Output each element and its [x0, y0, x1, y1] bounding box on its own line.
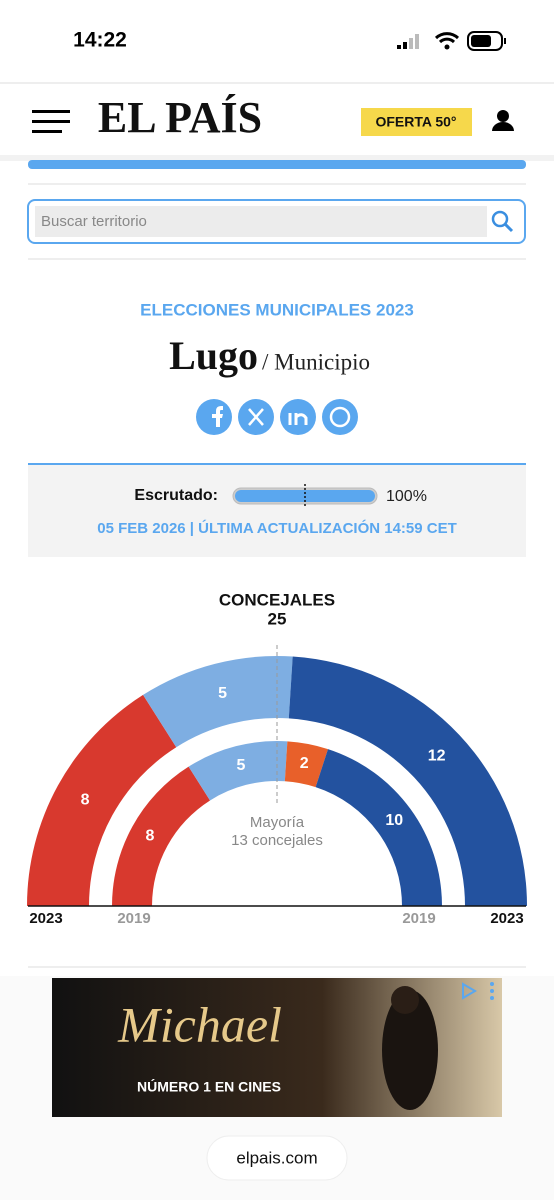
year-label: 2019	[402, 910, 435, 927]
seat-segment	[288, 656, 527, 906]
seat-segment	[188, 741, 288, 801]
seat-label: 8	[145, 827, 154, 844]
ad-choices[interactable]	[462, 982, 494, 1000]
logo[interactable]: EL PAÍS	[98, 93, 262, 142]
menu-button[interactable]	[32, 110, 70, 133]
year-label: 2023	[490, 910, 523, 927]
chart-total: 25	[268, 609, 287, 628]
scrutiny-value: 100%	[386, 488, 427, 505]
status-icons	[397, 31, 506, 51]
search-placeholder: Buscar territorio	[41, 213, 147, 230]
year-label: 2019	[117, 910, 150, 927]
seat-segment	[143, 656, 293, 748]
seat-segment	[284, 741, 328, 788]
search-icon[interactable]	[491, 210, 514, 233]
seat-segment	[112, 766, 211, 906]
blue-bar	[28, 160, 526, 169]
seat-label: 5	[236, 757, 245, 774]
offer-button[interactable]: OFERTA 50°	[375, 114, 456, 130]
seat-label: 5	[218, 685, 227, 702]
year-label: 2023	[29, 910, 62, 927]
search-input[interactable]	[35, 206, 487, 237]
level: / Municipio	[262, 349, 370, 374]
seat-label: 12	[428, 747, 446, 764]
seat-label: 2	[300, 755, 309, 772]
ad-tagline[interactable]: NÚMERO 1 EN CINES	[137, 1078, 281, 1095]
scrutiny-label: Escrutado:	[134, 487, 218, 504]
ad-figure	[382, 986, 438, 1110]
seat-label: 8	[81, 792, 90, 809]
chart-title: CONCEJALES	[219, 590, 335, 609]
scrutiny-box	[28, 464, 526, 557]
ad-title[interactable]: Michael	[117, 996, 282, 1052]
header-shadow	[0, 155, 554, 161]
seat-label: 10	[385, 812, 403, 829]
user-icon[interactable]	[492, 110, 514, 131]
share-buttons[interactable]	[196, 399, 358, 435]
url-pill[interactable]	[206, 1135, 348, 1181]
seat-segment	[315, 749, 442, 906]
seat-segment	[27, 694, 177, 906]
kicker: ELECCIONES MUNICIPALES 2023	[140, 300, 414, 319]
status-time: 14:22	[73, 29, 127, 52]
majority-seats: 13 concejales	[231, 832, 323, 849]
place: Lugo	[169, 333, 258, 378]
offer-button-bg[interactable]	[361, 108, 472, 136]
url[interactable]: elpais.com	[236, 1148, 317, 1167]
majority-label: Mayoría	[250, 814, 305, 831]
updated: 05 FEB 2026 | ÚLTIMA ACTUALIZACIÓN 14:59…	[97, 519, 457, 537]
